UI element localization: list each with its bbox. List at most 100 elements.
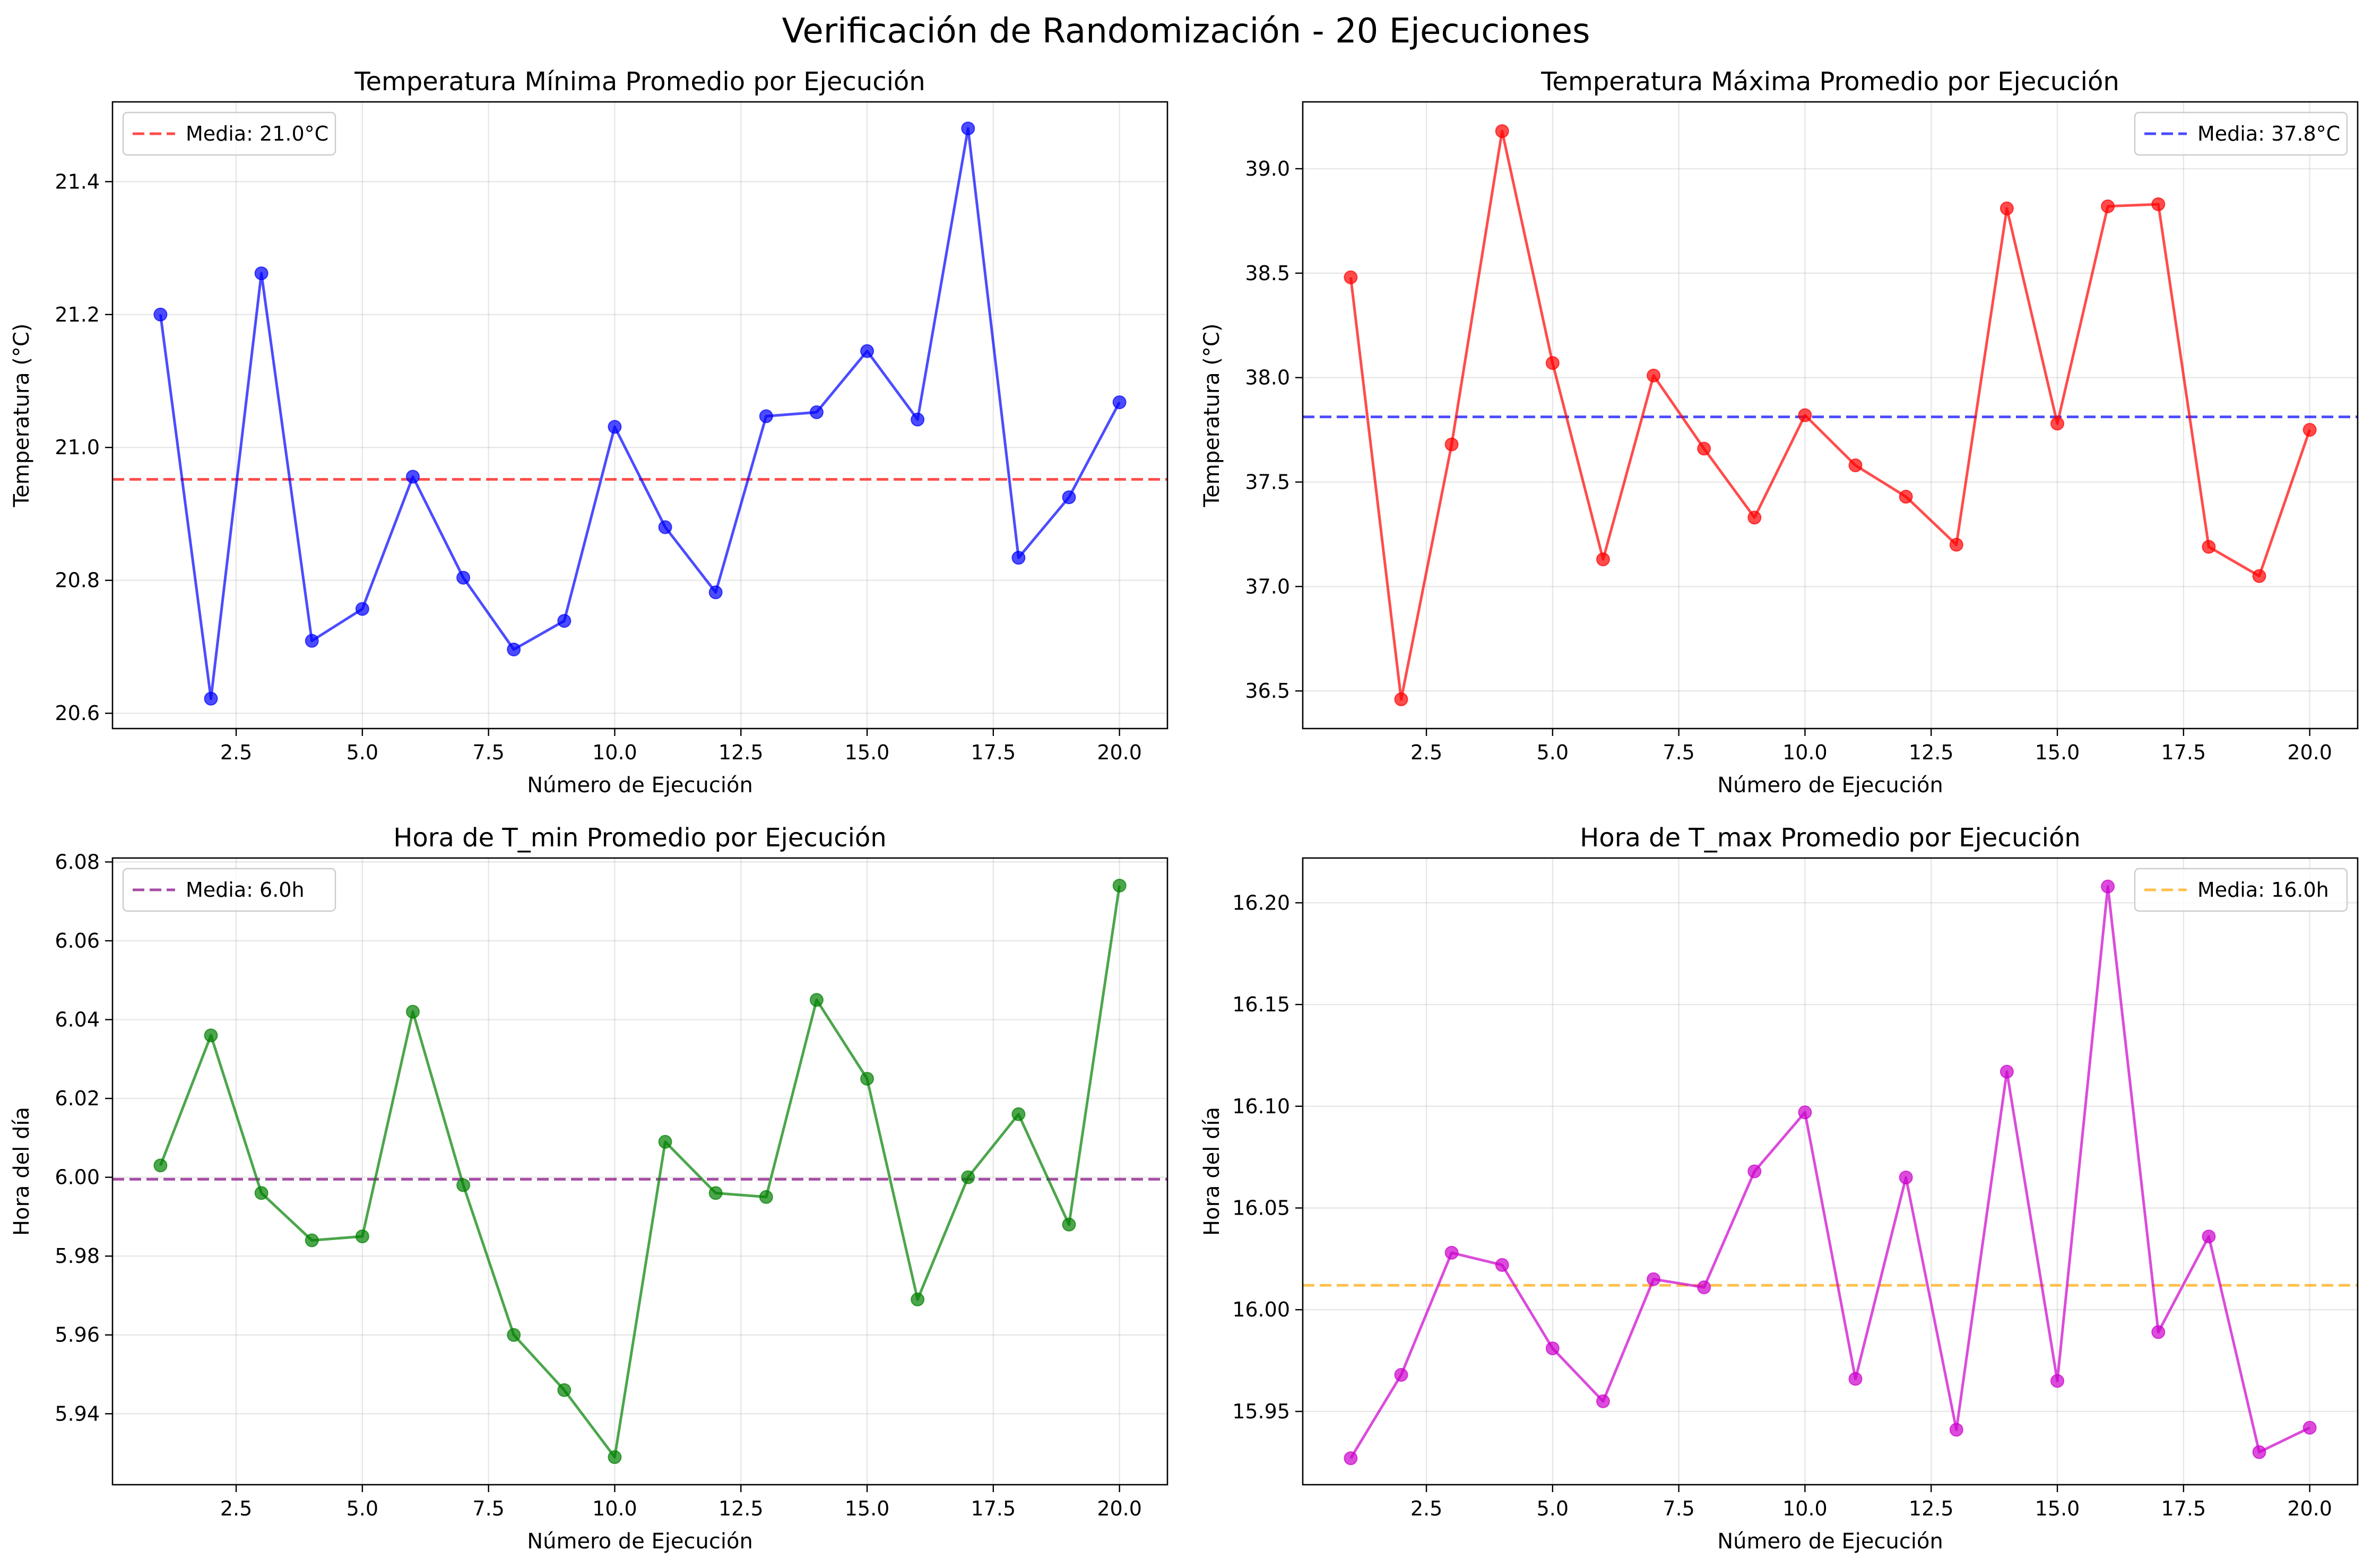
data-point: [1444, 437, 1459, 452]
y-tick-label: 21.0: [55, 436, 100, 459]
data-point: [2302, 1420, 2317, 1435]
axes-frame: [111, 101, 1168, 730]
data-point: [860, 344, 875, 358]
x-tick-label: 7.5: [472, 741, 504, 764]
y-tick-label: 5.94: [55, 1402, 100, 1425]
data-point: [355, 602, 369, 616]
x-tick-label: 5.0: [347, 1497, 378, 1520]
subplot-4: 2.5 5.0 7.5 10.0 12.5 15.0 17.5 20.0 15.95 16.00 1…: [1200, 823, 2359, 1554]
y-tick-label: 16.00: [1232, 1298, 1290, 1321]
subplot-2: 2.5 5.0 7.5 10.0 12.5 15.0 17.5 20.0 36.5 37.0 37.…: [1200, 67, 2359, 798]
x-tick-label: 17.5: [2161, 1497, 2206, 1520]
series-line: [1349, 129, 2311, 701]
data-point: [961, 122, 975, 136]
x-axis-label: Número de Ejecución: [527, 1529, 753, 1554]
x-tick-label: 10.0: [592, 741, 637, 764]
data-point: [1394, 1367, 1408, 1382]
y-tick-label: 38.5: [1245, 262, 1290, 285]
y-tick-label: 16.10: [1232, 1095, 1290, 1118]
x-tick-label: 17.5: [971, 741, 1016, 764]
legend-box: [122, 868, 336, 912]
x-tick-label: 7.5: [1663, 1497, 1694, 1520]
x-tick-label: 20.0: [2287, 1497, 2332, 1520]
subplot-title: Temperatura Máxima Promedio por Ejecució…: [1540, 67, 2119, 97]
legend-label: Media: 16.0h: [2197, 878, 2329, 902]
x-tick-label: 2.5: [220, 1497, 252, 1520]
data-point: [1394, 692, 1408, 706]
data-point: [1647, 368, 1661, 383]
data-point: [456, 570, 471, 585]
y-tick-label: 39.0: [1245, 157, 1290, 180]
data-point: [658, 1134, 672, 1149]
y-tick-label: 20.8: [55, 569, 100, 592]
data-point: [1344, 1451, 1358, 1466]
x-tick-label: 12.5: [718, 741, 764, 764]
data-point: [507, 1328, 521, 1342]
data-point: [254, 266, 269, 281]
data-point: [1697, 1280, 1711, 1295]
data-point: [1999, 1064, 2014, 1079]
legend-label: Media: 37.8°C: [2197, 122, 2340, 145]
data-point: [911, 1292, 925, 1306]
data-point: [2151, 1325, 2166, 1339]
data-point: [2302, 423, 2317, 437]
x-tick-label: 20.0: [1097, 1497, 1142, 1520]
subplot-1: 2.5 5.0 7.5 10.0 12.5 15.0 17.5 20.0 20.6 20.8 21.…: [10, 67, 1168, 798]
y-tick-label: 37.0: [1245, 575, 1290, 598]
data-point: [1596, 1394, 1610, 1408]
y-tick-label: 15.95: [1232, 1400, 1290, 1423]
data-point: [608, 420, 622, 434]
data-point: [557, 614, 572, 628]
data-point: [1444, 1245, 1459, 1260]
data-point: [1899, 490, 1913, 504]
data-point: [809, 405, 824, 419]
y-tick-label: 6.04: [55, 1008, 100, 1032]
data-point: [1062, 490, 1076, 505]
legend-box: [2134, 868, 2348, 912]
y-tick-label: 6.08: [55, 850, 100, 873]
data-point: [2050, 1374, 2065, 1388]
data-point: [911, 412, 925, 427]
data-point: [456, 1178, 471, 1192]
data-point: [759, 409, 773, 423]
x-tick-label: 20.0: [1097, 741, 1142, 764]
legend-box: [122, 111, 336, 156]
x-tick-label: 17.5: [971, 1497, 1016, 1520]
data-point: [708, 1186, 723, 1200]
y-tick-label: 6.06: [55, 929, 100, 952]
y-tick-label: 16.05: [1232, 1197, 1290, 1220]
data-point: [204, 1028, 218, 1043]
x-tick-label: 20.0: [2287, 741, 2332, 764]
data-point: [1112, 878, 1127, 893]
x-tick-label: 2.5: [1410, 741, 1442, 764]
x-tick-label: 12.5: [1909, 741, 1954, 764]
y-tick-label: 21.2: [55, 303, 100, 326]
series-line: [159, 127, 1121, 700]
data-point: [2202, 540, 2216, 554]
data-point: [1798, 408, 1812, 422]
data-point: [658, 520, 672, 534]
data-point: [1848, 1372, 1863, 1386]
data-point: [1062, 1217, 1076, 1232]
y-axis-label: Hora del día: [10, 1107, 34, 1236]
data-point: [305, 1233, 319, 1248]
data-point: [305, 634, 319, 648]
legend: Media: 6.0h: [122, 868, 336, 912]
data-point: [153, 307, 168, 322]
data-point: [1697, 441, 1711, 456]
x-tick-label: 7.5: [1663, 741, 1694, 764]
x-axis-label: Número de Ejecución: [1717, 773, 1943, 798]
x-axis-label: Número de Ejecución: [1717, 1529, 1943, 1554]
axes-frame: [1302, 101, 2359, 730]
y-tick-label: 20.6: [55, 701, 100, 725]
subplot-title: Hora de T_min Promedio por Ejecución: [393, 823, 886, 853]
y-axis-label: Temperatura (°C): [1200, 323, 1224, 507]
y-tick-label: 6.02: [55, 1087, 100, 1110]
x-tick-label: 12.5: [718, 1497, 764, 1520]
data-point: [1112, 395, 1127, 410]
axes-frame: [1302, 857, 2359, 1486]
y-tick-label: 37.5: [1245, 470, 1290, 493]
y-tick-label: 16.15: [1232, 993, 1290, 1016]
data-point: [557, 1383, 572, 1397]
legend-label: Media: 6.0h: [186, 878, 305, 902]
